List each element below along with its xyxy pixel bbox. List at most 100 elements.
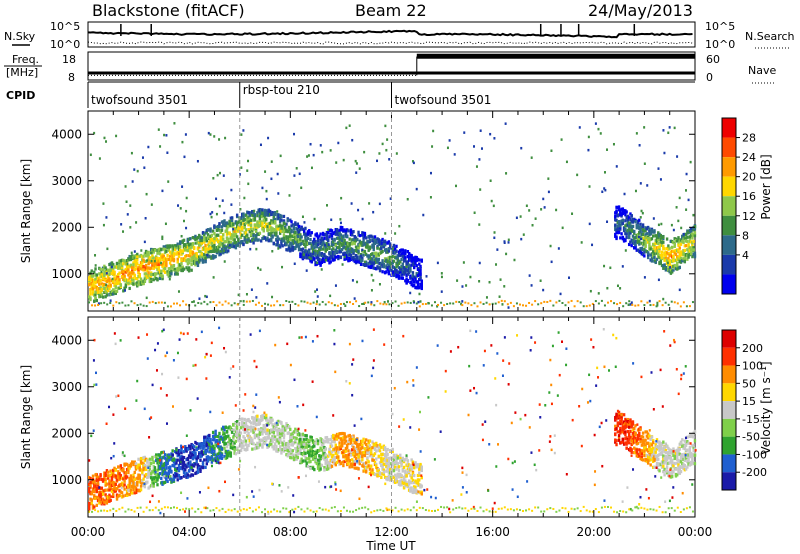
power-data-point — [147, 271, 150, 275]
power-data-point — [409, 253, 412, 257]
power-data-point — [166, 257, 169, 261]
power-data-point — [238, 220, 241, 225]
velocity-data-point — [100, 500, 104, 504]
power-data-point — [199, 258, 202, 262]
power-near-range-point — [458, 301, 461, 304]
power-data-point — [665, 267, 669, 272]
velocity-data-point — [114, 482, 117, 486]
power-data-point — [347, 242, 350, 246]
power-noise-point — [218, 204, 221, 208]
power-data-point — [244, 228, 248, 232]
power-near-range-point — [279, 304, 282, 307]
velocity-data-point — [139, 460, 143, 464]
power-near-range-point — [473, 302, 476, 305]
power-data-point — [252, 210, 255, 215]
velocity-data-point — [160, 476, 163, 480]
power-data-point — [339, 233, 343, 237]
power-data-point — [645, 227, 649, 231]
power-data-point — [344, 247, 348, 251]
power-data-point — [668, 252, 671, 256]
velocity-data-point — [110, 483, 114, 488]
power-data-point — [366, 254, 369, 258]
power-near-range-point — [97, 303, 100, 306]
power-noise-point — [150, 280, 153, 283]
power-near-range-point — [191, 301, 194, 304]
power-data-point — [640, 241, 644, 245]
velocity-data-point — [113, 481, 116, 485]
velocity-data-point — [214, 440, 217, 444]
power-data-point — [334, 244, 337, 248]
power-data-point — [691, 249, 694, 253]
power-data-point — [127, 281, 130, 285]
power-noise-point — [662, 129, 665, 132]
velocity-data-point — [162, 481, 166, 485]
power-noise-point — [249, 247, 252, 251]
power-data-point — [348, 258, 351, 262]
power-data-point — [114, 265, 117, 269]
velocity-data-point — [166, 453, 169, 457]
power-data-point — [392, 265, 396, 270]
power-noise-point — [659, 178, 662, 181]
power-data-point — [407, 270, 411, 275]
power-data-point — [311, 255, 315, 260]
power-near-range-point — [239, 300, 242, 303]
velocity-data-point — [194, 456, 197, 460]
power-data-point — [377, 242, 380, 247]
velocity-data-point — [157, 473, 160, 477]
velocity-data-point — [233, 432, 236, 437]
power-data-point — [88, 295, 91, 299]
power-data-point — [252, 237, 255, 241]
power-noise-point — [612, 142, 615, 146]
power-data-point — [206, 250, 210, 254]
power-data-point — [225, 232, 229, 236]
power-data-point — [93, 299, 96, 303]
velocity-data-point — [277, 433, 281, 437]
velocity-data-point — [272, 436, 276, 440]
power-noise-point — [345, 126, 348, 130]
velocity-data-point — [163, 453, 167, 457]
power-data-point — [362, 249, 365, 254]
power-data-point — [415, 256, 418, 260]
velocity-data-point — [285, 426, 288, 430]
power-data-point — [349, 253, 353, 258]
power-data-point — [373, 241, 377, 245]
power-data-point — [338, 242, 341, 246]
power-data-point — [383, 270, 387, 274]
power-data-point — [386, 241, 389, 245]
velocity-data-point — [172, 458, 176, 462]
power-data-point — [691, 232, 694, 236]
power-data-point — [162, 247, 166, 251]
velocity-data-point — [151, 458, 154, 462]
power-data-point — [265, 218, 268, 222]
power-data-point — [349, 247, 353, 251]
power-data-point — [683, 244, 687, 248]
power-data-point — [134, 260, 138, 265]
power-data-point — [305, 240, 308, 244]
velocity-data-point — [203, 445, 206, 449]
power-data-point — [168, 267, 172, 271]
power-data-point — [688, 249, 692, 253]
power-data-point — [286, 240, 289, 244]
power-data-point — [133, 267, 136, 271]
power-data-point — [395, 249, 398, 253]
velocity-data-point — [192, 445, 196, 449]
power-near-range-point — [100, 302, 103, 305]
power-data-point — [644, 236, 647, 240]
velocity-data-point — [256, 433, 259, 437]
power-near-range-point — [433, 301, 436, 304]
power-noise-point — [639, 216, 642, 219]
velocity-data-point — [142, 456, 145, 460]
velocity-data-point — [177, 473, 181, 478]
power-data-point — [187, 269, 191, 273]
power-noise-point — [384, 232, 387, 235]
velocity-data-point — [151, 484, 154, 488]
velocity-data-point — [106, 474, 110, 478]
power-data-point — [104, 272, 107, 276]
power-data-point — [678, 246, 681, 250]
power-data-point — [244, 230, 248, 234]
power-data-point — [406, 262, 410, 266]
power-data-point — [215, 228, 219, 232]
power-noise-point — [335, 161, 338, 164]
power-data-point — [378, 261, 382, 265]
power-data-point — [669, 268, 673, 272]
